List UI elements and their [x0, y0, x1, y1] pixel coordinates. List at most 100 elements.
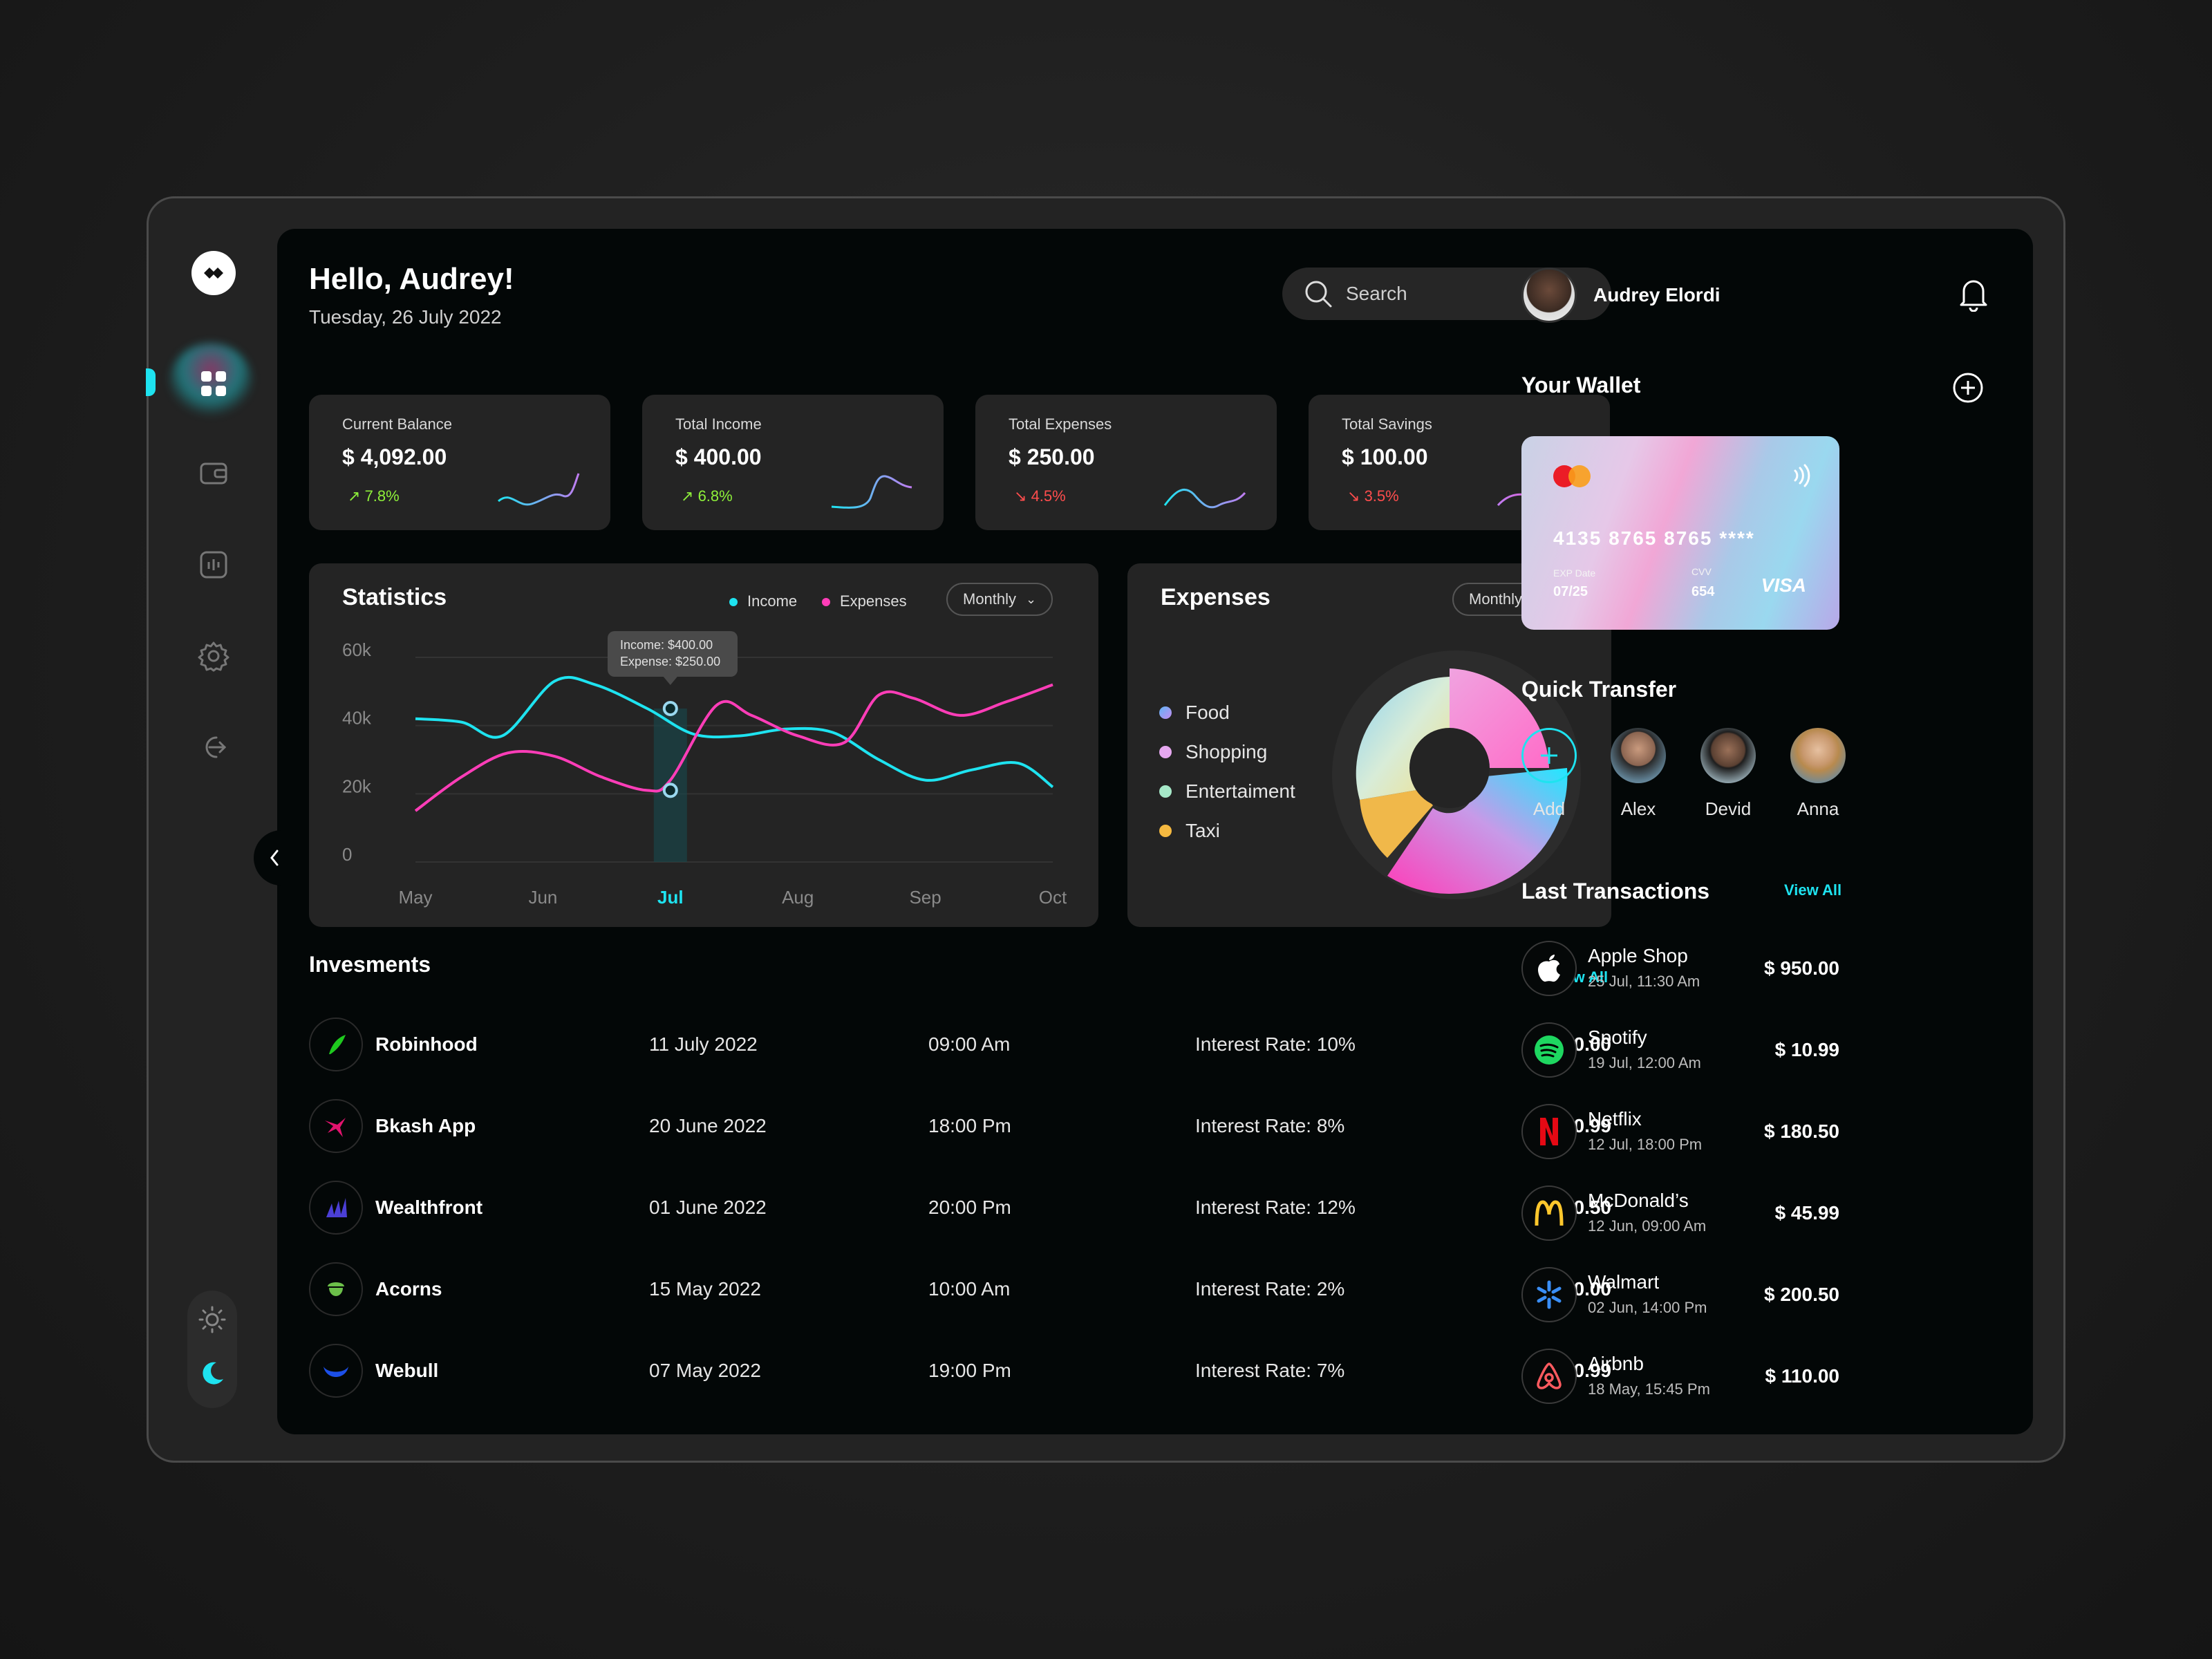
card-number: 4135 8765 8765 **** — [1553, 527, 1755, 549]
quick-transfer-title: Quick Transfer — [1521, 677, 1677, 702]
trend-up-icon: ↗ — [681, 487, 694, 505]
stat-change: ↗ 7.8% — [348, 487, 400, 505]
quick-transfer-label: Add — [1533, 798, 1566, 819]
list-item[interactable]: Spotify 19 Jul, 12:00 Am $ 10.99 — [1521, 1022, 1839, 1080]
expense-legend-shopping: Shopping — [1159, 741, 1267, 763]
list-item[interactable]: Airbnb 18 May, 15:45 Pm $ 110.00 — [1521, 1349, 1839, 1407]
trend-down-icon: ↘ — [1347, 487, 1360, 505]
moon-icon[interactable] — [198, 1360, 226, 1391]
logout-icon[interactable] — [194, 728, 233, 767]
legend-dot — [729, 598, 738, 607]
y-tick-label: 0 — [342, 844, 352, 865]
search-icon — [1305, 281, 1332, 308]
investment-name: Webull — [375, 1360, 439, 1381]
legend-income: Income — [729, 592, 797, 610]
investment-date: 11 July 2022 — [649, 1033, 758, 1055]
investment-name: Wealthfront — [375, 1197, 483, 1218]
table-row[interactable]: Robinhood 11 July 2022 09:00 Am Interest… — [309, 1017, 1611, 1072]
table-row[interactable]: Bkash App 20 June 2022 18:00 Pm Interest… — [309, 1098, 1611, 1154]
x-tick-label: Jul — [657, 887, 684, 908]
list-item[interactable]: Netflix 12 Jul, 18:00 Pm $ 180.50 — [1521, 1104, 1839, 1162]
y-tick-label: 20k — [342, 776, 372, 796]
wallet-icon[interactable] — [194, 454, 233, 493]
table-row[interactable]: Acorns 15 May 2022 10:00 Am Interest Rat… — [309, 1262, 1611, 1317]
apple-icon — [1521, 941, 1577, 996]
tooltip-expenses: Expense: $250.00 — [620, 655, 721, 668]
transaction-amount: $ 45.99 — [1774, 1202, 1839, 1224]
list-item[interactable]: Walmart 02 Jun, 14:00 Pm $ 200.50 — [1521, 1267, 1839, 1325]
transactions-view-all-link[interactable]: View All — [1784, 881, 1842, 899]
credit-card[interactable]: 4135 8765 8765 **** EXP Date 07/25 CVV 6… — [1521, 436, 1839, 630]
transaction-time: 02 Jun, 14:00 Pm — [1588, 1299, 1707, 1316]
statistics-chart: 60k 40k 20k 0 May Jun Jul Aug Sep Oct — [342, 639, 1067, 908]
bkash-icon — [309, 1099, 363, 1153]
user-name: Audrey Elordi — [1593, 284, 1721, 306]
transaction-time: 12 Jul, 18:00 Pm — [1588, 1136, 1703, 1153]
bell-icon[interactable] — [1958, 276, 1989, 315]
y-tick-label: 40k — [342, 708, 372, 729]
chevron-down-icon: ⌄ — [1026, 592, 1037, 606]
avatar — [1611, 728, 1666, 783]
dashboard-icon[interactable] — [194, 364, 233, 403]
legend-dot — [822, 598, 830, 607]
sun-icon[interactable] — [198, 1306, 226, 1337]
quick-transfer-add[interactable]: Add — [1518, 728, 1580, 820]
list-item[interactable]: Apple Shop 25 Jul, 11:30 Am $ 950.00 — [1521, 941, 1839, 999]
add-card-icon[interactable] — [1951, 371, 1985, 408]
sidebar — [146, 198, 276, 1461]
transaction-name: Spotify — [1588, 1027, 1647, 1048]
list-item[interactable]: McDonald’s 12 Jun, 09:00 Am $ 45.99 — [1521, 1185, 1839, 1244]
table-row[interactable]: Webull 07 May 2022 19:00 Pm Interest Rat… — [309, 1343, 1611, 1398]
investment-rate: Interest Rate: 10% — [1195, 1033, 1356, 1055]
theme-toggle[interactable] — [187, 1291, 237, 1408]
stat-label: Current Balance — [342, 415, 452, 433]
add-icon — [1521, 728, 1577, 783]
trend-down-icon: ↘ — [1014, 487, 1027, 505]
stat-change-value: 4.5% — [1031, 487, 1066, 505]
legend-label: Shopping — [1185, 741, 1268, 762]
stat-value: $ 4,092.00 — [342, 444, 447, 469]
card-exp-label: EXP Date — [1553, 568, 1596, 579]
investment-time: 18:00 Pm — [928, 1115, 1011, 1136]
avatar — [1521, 268, 1577, 323]
sparkline — [498, 473, 580, 506]
webull-icon — [309, 1344, 363, 1398]
quick-transfer-contact[interactable]: Alex — [1607, 728, 1669, 820]
quick-transfer-label: Devid — [1705, 798, 1752, 819]
user-profile[interactable]: Audrey Elordi — [1521, 268, 1721, 323]
investments-title: Invesments — [309, 952, 431, 977]
investment-rate: Interest Rate: 2% — [1195, 1278, 1345, 1300]
card-cvv-value: 654 — [1691, 584, 1715, 599]
app-logo[interactable] — [191, 251, 236, 295]
data-point-expenses[interactable] — [662, 782, 678, 798]
visa-logo: VISA — [1761, 574, 1806, 596]
transaction-name: McDonald’s — [1588, 1190, 1689, 1211]
mcdonalds-icon — [1521, 1185, 1577, 1241]
card-exp-value: 07/25 — [1553, 584, 1588, 599]
quick-transfer-contact[interactable]: Devid — [1697, 728, 1759, 820]
legend-dot — [1159, 825, 1172, 837]
robinhood-icon — [309, 1018, 363, 1071]
transaction-name: Apple Shop — [1588, 945, 1688, 966]
data-point-income[interactable] — [662, 701, 678, 716]
avatar — [1700, 728, 1756, 783]
settings-icon[interactable] — [194, 637, 233, 675]
transaction-time: 25 Jul, 11:30 Am — [1588, 973, 1700, 990]
analytics-icon[interactable] — [194, 545, 233, 584]
period-select[interactable]: Monthly ⌄ — [946, 583, 1053, 616]
collapse-sidebar-button[interactable] — [254, 830, 295, 885]
legend-dot — [1159, 746, 1172, 758]
investment-rate: Interest Rate: 7% — [1195, 1360, 1345, 1381]
quick-transfer-contact[interactable]: Anna — [1787, 728, 1849, 820]
transaction-name: Netflix — [1588, 1108, 1642, 1130]
investment-rate: Interest Rate: 8% — [1195, 1115, 1345, 1136]
netflix-icon — [1521, 1104, 1577, 1159]
chart-tooltip: Income: $400.00 Expense: $250.00 — [608, 631, 738, 677]
table-row[interactable]: Wealthfront 01 June 2022 20:00 Pm Intere… — [309, 1180, 1611, 1235]
transaction-amount: $ 110.00 — [1765, 1365, 1839, 1387]
contactless-icon — [1794, 464, 1810, 487]
legend-expenses-label: Expenses — [840, 592, 907, 610]
expense-legend-entertainment: Entertaiment — [1159, 780, 1295, 803]
acorns-icon — [309, 1262, 363, 1316]
investment-date: 01 June 2022 — [649, 1197, 767, 1218]
